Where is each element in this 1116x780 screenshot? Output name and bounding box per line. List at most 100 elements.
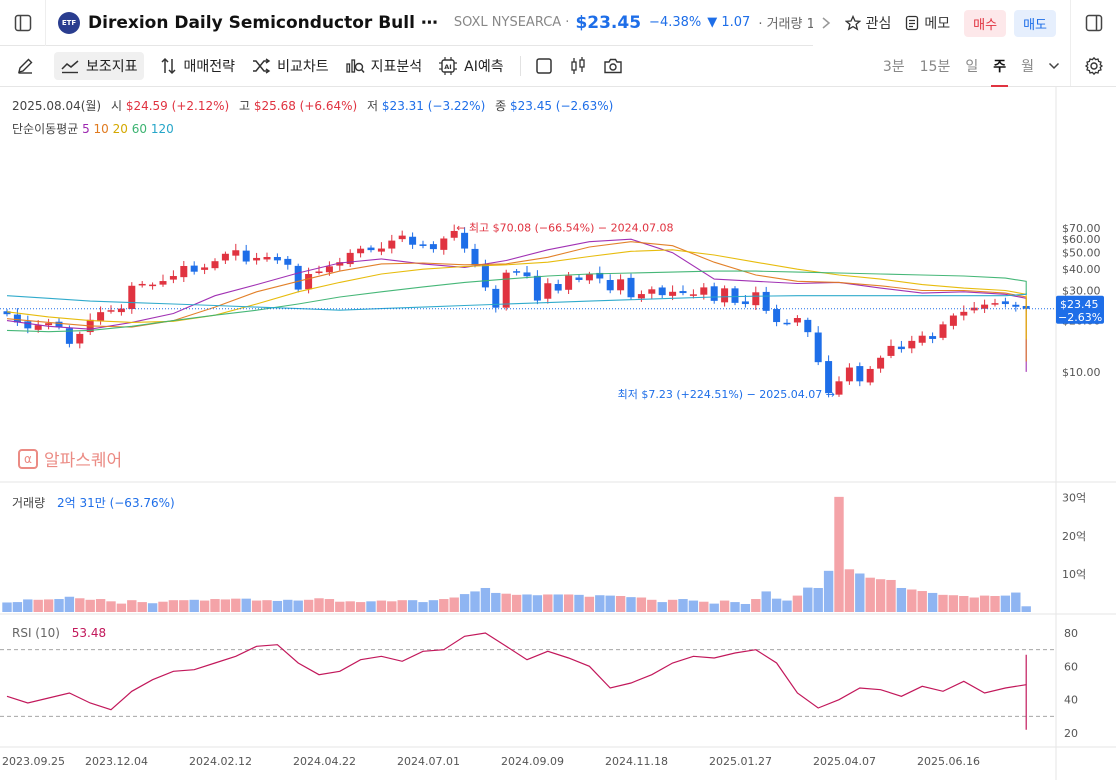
period-month[interactable]: 월 — [1021, 59, 1034, 75]
ma-10-label: 10 — [93, 122, 109, 136]
rsi-legend[interactable]: RSI (10) 53.48 — [12, 626, 106, 640]
volume-bar — [397, 600, 407, 612]
volume-bar — [439, 599, 449, 612]
rsi-tick-label: 80 — [1064, 627, 1078, 640]
indicator-icon — [61, 60, 79, 74]
volume-bar — [501, 593, 511, 612]
volume-bar — [85, 599, 95, 612]
strategy-button[interactable]: 매매전략 — [160, 56, 235, 76]
volume-bar — [407, 600, 418, 612]
volume-bar — [106, 601, 116, 612]
candle-body — [492, 288, 500, 308]
chart-type-candle-button[interactable] — [569, 56, 587, 76]
period-day[interactable]: 일 — [965, 59, 979, 75]
ma-5-label: 5 — [82, 122, 90, 136]
memo-button[interactable]: 메모 — [905, 13, 950, 33]
x-tick-label: 2024.11.18 — [605, 755, 668, 768]
rsi-tick-label: 60 — [1064, 660, 1078, 673]
candle-body — [3, 311, 11, 315]
volume-bar — [834, 496, 844, 612]
period-week[interactable]: 주 — [991, 56, 1008, 87]
volume-legend[interactable]: 거래량 2억 31만 (−63.76%) — [12, 494, 175, 511]
chevron-down-icon[interactable] — [1048, 62, 1060, 70]
chevron-right-icon[interactable] — [821, 16, 831, 30]
candle-body — [305, 274, 313, 290]
alphasquare-watermark: α 알파스퀘어 — [18, 446, 122, 471]
candle-body — [55, 321, 63, 328]
right-panel-toggle-button[interactable] — [1070, 0, 1116, 46]
x-tick-label: 2025.01.27 — [709, 755, 772, 768]
chart-style-square-button[interactable] — [535, 57, 553, 75]
candle-body — [273, 256, 281, 261]
candle-body — [325, 266, 333, 273]
volume-bar — [283, 599, 293, 612]
ticker-exchange: SOXL NYSEARCA · — [453, 15, 570, 30]
candle-body — [294, 265, 302, 290]
rsi-line — [6, 632, 1027, 730]
watch-button[interactable]: 관심 — [844, 13, 891, 33]
asset-name[interactable]: Direxion Daily Semiconductor Bull ⋯ — [88, 12, 438, 33]
candle-body — [949, 315, 957, 326]
rsi-tick-label: 20 — [1064, 727, 1078, 740]
analysis-button[interactable]: 지표분석 — [345, 56, 422, 76]
volume-bar — [626, 597, 636, 612]
volume-bar — [615, 595, 626, 612]
ai-predict-button[interactable]: AI AI예측 — [438, 56, 504, 76]
screenshot-button[interactable] — [603, 57, 623, 75]
candle-body — [471, 248, 479, 266]
buy-button[interactable]: 매수 — [964, 9, 1007, 37]
period-3min[interactable]: 3분 — [882, 59, 905, 75]
volume-bar — [886, 579, 896, 612]
left-panel-toggle-button[interactable] — [0, 0, 46, 46]
candle-body — [981, 304, 989, 309]
volume-bar — [688, 600, 699, 612]
volume-bar — [1011, 592, 1021, 612]
volume-bar — [314, 598, 324, 612]
candle-body — [232, 250, 240, 256]
rsi-legend-label: RSI (10) — [12, 626, 60, 640]
volume-bar — [647, 599, 657, 612]
period-selector: 3분 15분 일 주 월 — [868, 46, 1060, 87]
volume-bar — [823, 570, 834, 612]
price-chart[interactable]: $10.00$20.00$30.00$40.00$50.00$60.00$70.… — [0, 87, 1116, 780]
compare-button[interactable]: 비교차트 — [251, 56, 329, 76]
volume-bar — [127, 600, 137, 612]
settings-button[interactable] — [1070, 46, 1116, 86]
volume-bar — [480, 587, 491, 612]
candle-body — [544, 283, 552, 299]
volume-bar — [803, 587, 813, 612]
draw-tool-button[interactable] — [16, 57, 34, 75]
volume-bar — [865, 577, 875, 612]
candle-body — [845, 367, 853, 382]
candle-body — [180, 265, 188, 278]
volume-bar — [387, 601, 397, 612]
candle-body — [793, 318, 801, 323]
price-tick-label: $30.00 — [1062, 285, 1101, 298]
candle-body — [939, 324, 947, 338]
volume-bar — [189, 599, 199, 612]
volume-bar — [262, 600, 272, 612]
period-15min[interactable]: 15분 — [919, 59, 951, 75]
candle-body — [575, 277, 583, 280]
volume-bar — [699, 601, 709, 612]
volume-bar — [376, 600, 387, 612]
candle-body — [596, 272, 604, 279]
indicator-button[interactable]: 보조지표 — [54, 52, 144, 80]
candle-body — [804, 319, 812, 333]
ma-legend[interactable]: 단순이동평균 5 10 20 60 120 — [12, 120, 174, 137]
volume-bar — [667, 599, 678, 612]
x-tick-label: 2024.02.12 — [189, 755, 252, 768]
volume-bar — [220, 599, 231, 612]
volume-bar — [730, 602, 740, 612]
candle-body — [65, 328, 73, 344]
volume-bar — [1021, 606, 1031, 612]
candle-body — [700, 287, 708, 295]
volume-bar — [938, 594, 948, 612]
analysis-icon — [345, 59, 365, 73]
candle-body — [440, 238, 448, 250]
candle-body — [721, 288, 729, 303]
ohlc-legend: 2025.08.04(월) 시 $24.59 (+2.12%) 고 $25.68… — [12, 97, 613, 114]
candle-body — [513, 271, 521, 273]
sell-button[interactable]: 매도 — [1014, 9, 1056, 37]
candle-body — [211, 261, 219, 269]
